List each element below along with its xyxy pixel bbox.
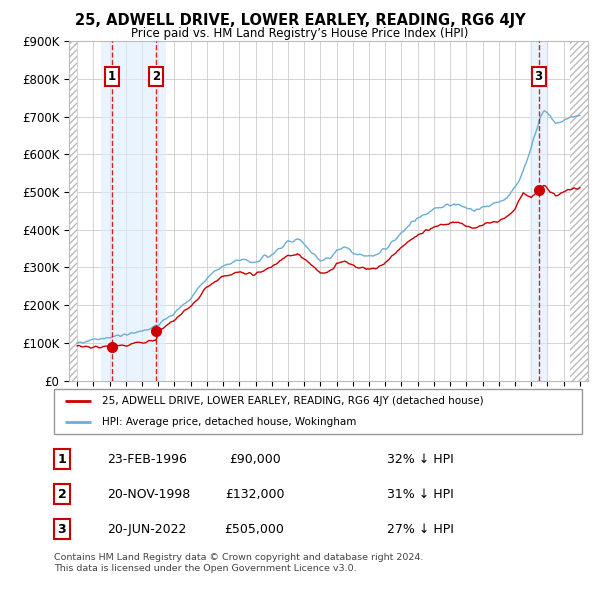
Text: 23-FEB-1996: 23-FEB-1996 — [107, 453, 187, 466]
Text: 3: 3 — [58, 523, 66, 536]
Text: 32% ↓ HPI: 32% ↓ HPI — [386, 453, 454, 466]
Bar — [530, 41, 547, 381]
Text: 25, ADWELL DRIVE, LOWER EARLEY, READING, RG6 4JY: 25, ADWELL DRIVE, LOWER EARLEY, READING,… — [74, 13, 526, 28]
Text: 2: 2 — [152, 70, 160, 83]
Text: 20-JUN-2022: 20-JUN-2022 — [107, 523, 186, 536]
Text: £132,000: £132,000 — [225, 487, 284, 501]
FancyBboxPatch shape — [54, 389, 582, 434]
Text: 27% ↓ HPI: 27% ↓ HPI — [386, 523, 454, 536]
Text: £90,000: £90,000 — [229, 453, 281, 466]
Text: 25, ADWELL DRIVE, LOWER EARLEY, READING, RG6 4JY (detached house): 25, ADWELL DRIVE, LOWER EARLEY, READING,… — [101, 396, 483, 407]
Bar — [571, 41, 588, 381]
Text: 31% ↓ HPI: 31% ↓ HPI — [386, 487, 454, 501]
Bar — [101, 41, 166, 381]
Text: 2: 2 — [58, 487, 66, 501]
Text: 3: 3 — [535, 70, 543, 83]
Text: Price paid vs. HM Land Registry’s House Price Index (HPI): Price paid vs. HM Land Registry’s House … — [131, 27, 469, 40]
Text: £505,000: £505,000 — [225, 523, 284, 536]
Text: 1: 1 — [108, 70, 116, 83]
Text: HPI: Average price, detached house, Wokingham: HPI: Average price, detached house, Woki… — [101, 417, 356, 427]
Text: 1: 1 — [58, 453, 66, 466]
Bar — [69, 41, 77, 381]
Text: Contains HM Land Registry data © Crown copyright and database right 2024.
This d: Contains HM Land Registry data © Crown c… — [54, 553, 424, 573]
Text: 20-NOV-1998: 20-NOV-1998 — [107, 487, 190, 501]
